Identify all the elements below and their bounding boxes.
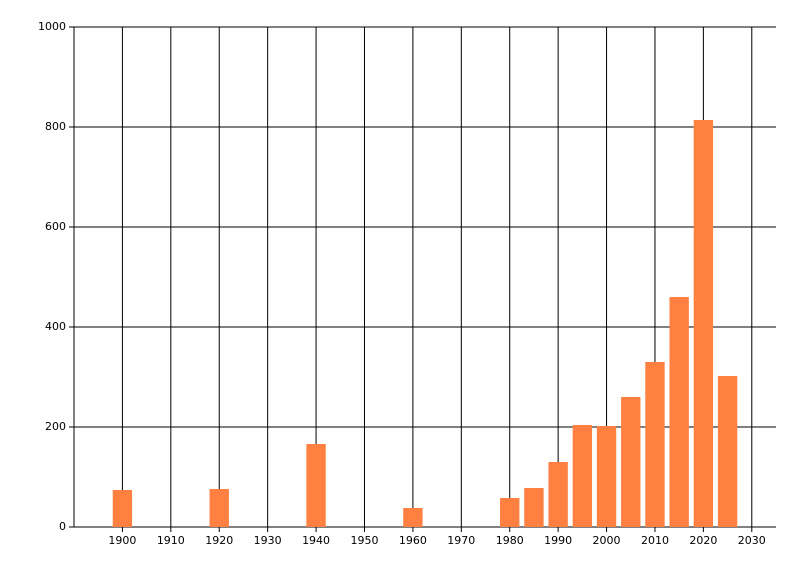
x-tick-label: 2030 — [738, 534, 766, 547]
x-tick-label: 1950 — [350, 534, 378, 547]
x-tick-label: 1990 — [544, 534, 572, 547]
bar — [669, 297, 689, 527]
bar — [524, 488, 544, 527]
bar — [403, 508, 423, 527]
bar — [548, 462, 568, 527]
x-tick-label: 2020 — [689, 534, 717, 547]
bar — [112, 490, 133, 527]
x-tick-label: 1900 — [108, 534, 136, 547]
bar — [621, 397, 641, 527]
y-tick-label: 1000 — [38, 20, 66, 33]
bar — [596, 426, 617, 527]
bar — [693, 120, 714, 527]
y-tick-label: 800 — [45, 120, 66, 133]
x-tick-label: 1960 — [399, 534, 427, 547]
bar — [717, 376, 738, 527]
x-tick-label: 1910 — [157, 534, 185, 547]
x-tick-label: 2010 — [641, 534, 669, 547]
x-tick-label: 1970 — [447, 534, 475, 547]
bar — [306, 444, 326, 527]
y-tick-label: 400 — [45, 320, 66, 333]
y-tick-label: 600 — [45, 220, 66, 233]
y-tick-label: 0 — [59, 520, 66, 533]
x-tick-label: 1980 — [496, 534, 524, 547]
x-tick-label: 2000 — [593, 534, 621, 547]
bar — [500, 498, 520, 527]
x-tick-label: 1930 — [254, 534, 282, 547]
y-tick-label: 200 — [45, 420, 66, 433]
x-tick-label: 1940 — [302, 534, 330, 547]
x-tick-label: 1920 — [205, 534, 233, 547]
bar — [209, 489, 229, 527]
bar — [645, 362, 665, 527]
bar — [572, 425, 593, 527]
